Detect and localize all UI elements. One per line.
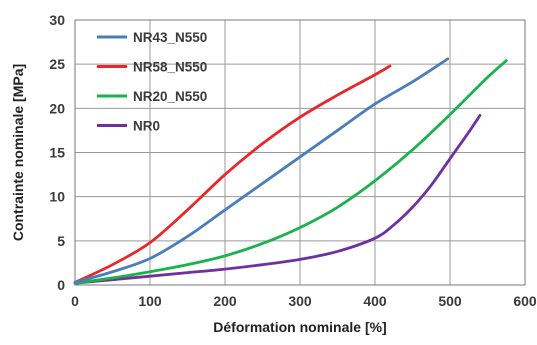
y-tick-label: 0 xyxy=(57,277,65,293)
y-tick-label: 25 xyxy=(49,56,65,72)
y-tick-label: 30 xyxy=(49,12,65,28)
series-lines xyxy=(73,57,508,285)
y-tick-label: 15 xyxy=(49,145,65,161)
x-tick-label: 100 xyxy=(138,293,162,309)
legend-label: NR43_N550 xyxy=(133,30,207,45)
x-axis-title: Déformation nominale [%] xyxy=(213,319,386,335)
y-axis-title: Contrainte nominale [MPa] xyxy=(10,64,26,241)
x-tick-label: 0 xyxy=(71,293,79,309)
legend: NR43_N550 NR58_N550 NR20_N550 NR0 xyxy=(97,30,207,134)
x-tick-label: 300 xyxy=(288,293,312,309)
x-tick-label: 500 xyxy=(438,293,462,309)
x-axis-ticks: 0 100 200 300 400 500 600 xyxy=(71,293,537,309)
legend-label: NR58_N550 xyxy=(133,60,207,75)
series-line-nr20-n550 xyxy=(73,59,508,285)
x-tick-label: 600 xyxy=(513,293,537,309)
x-tick-label: 400 xyxy=(363,293,387,309)
legend-label: NR20_N550 xyxy=(133,89,207,104)
series-line-nr58-n550 xyxy=(73,64,392,284)
plot-area-border xyxy=(74,19,526,286)
legend-label: NR0 xyxy=(133,119,160,134)
y-tick-label: 5 xyxy=(57,233,65,249)
x-tick-label: 200 xyxy=(213,293,237,309)
y-tick-label: 10 xyxy=(49,189,65,205)
y-tick-label: 20 xyxy=(49,100,65,116)
series-line-nr43-n550 xyxy=(73,57,450,284)
series-line-nr0 xyxy=(73,114,482,285)
y-axis-ticks: 0 5 10 15 20 25 30 xyxy=(49,12,65,293)
